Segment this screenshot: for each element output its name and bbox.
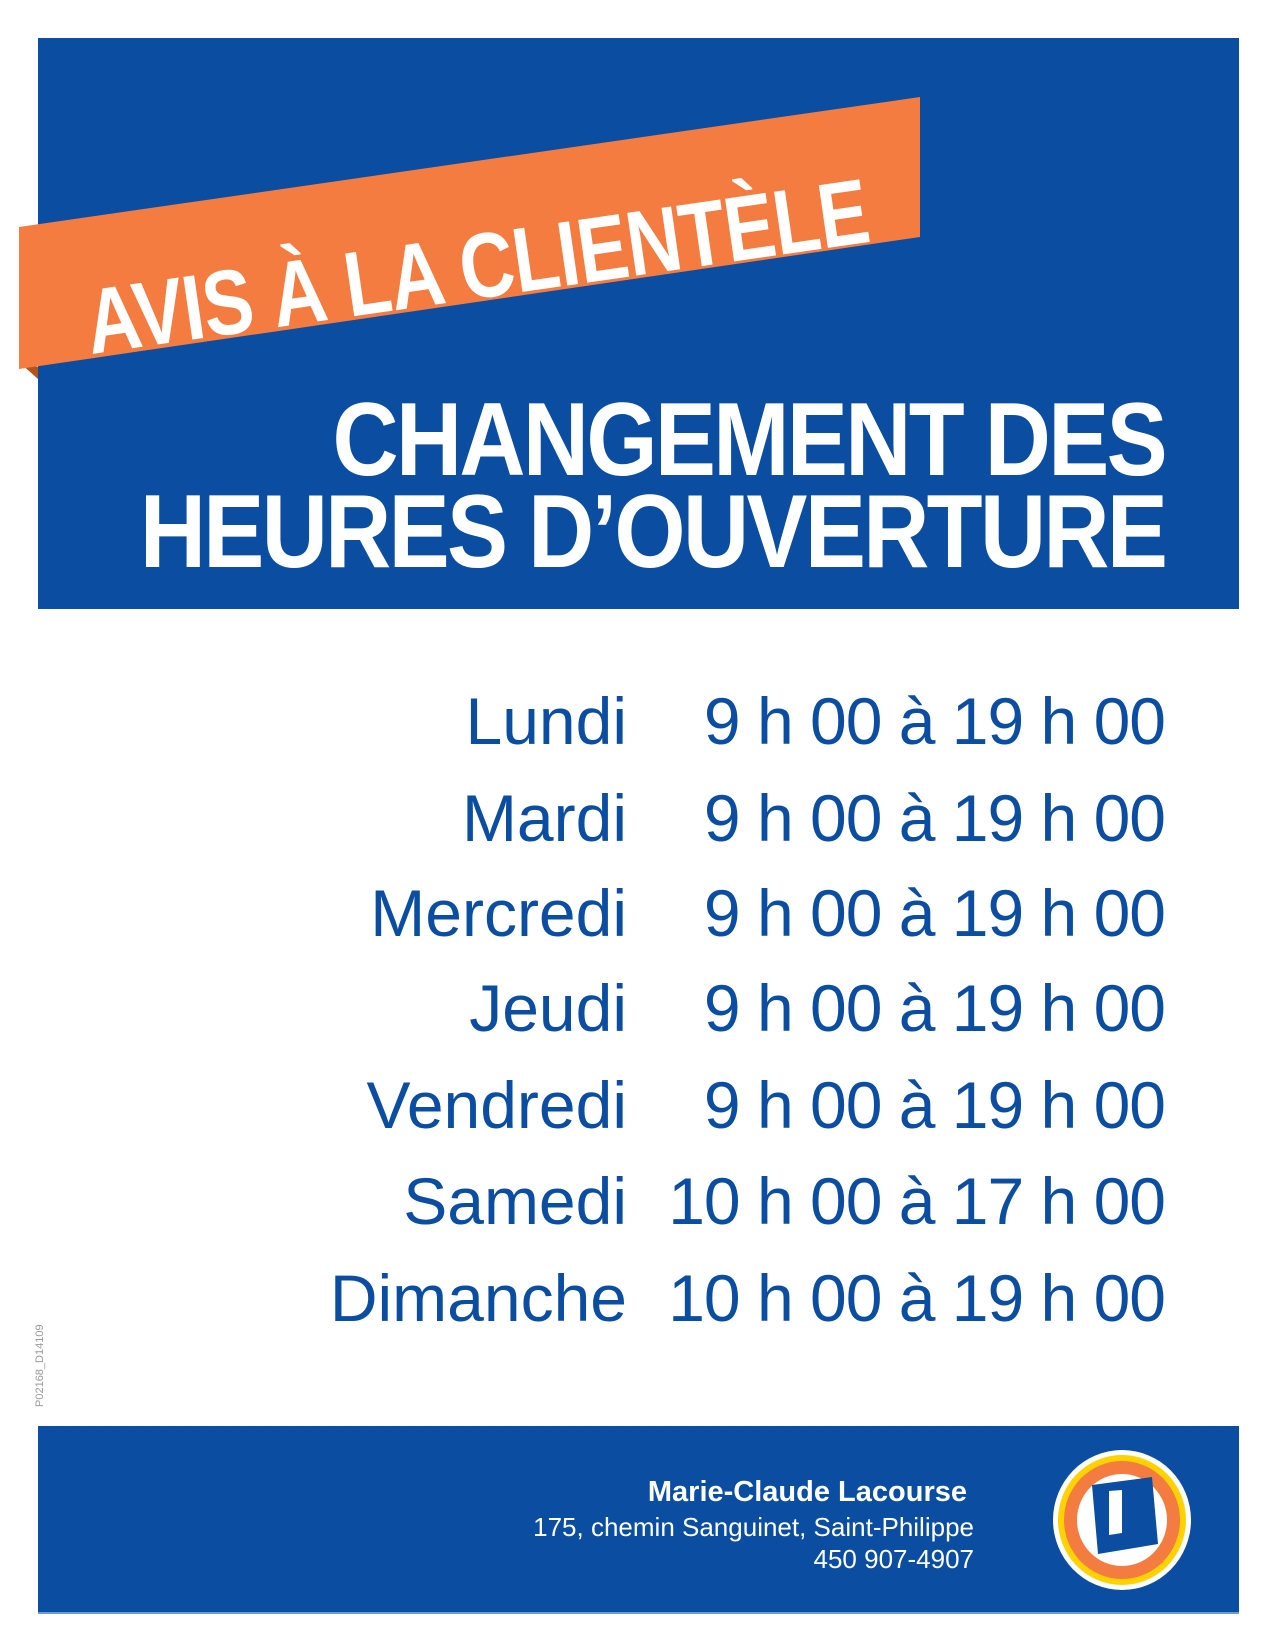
hours-value: 10 h 00 à 17 h 00 bbox=[668, 1164, 1166, 1238]
day-label: Lundi bbox=[465, 684, 628, 758]
schedule-row: Lundi 9 h 00 à 19 h 00 bbox=[0, 683, 1275, 763]
store-phone: 450 907-4907 bbox=[813, 1544, 974, 1574]
schedule-row: Samedi 10 h 00 à 17 h 00 bbox=[0, 1163, 1275, 1243]
schedule-row: Mardi 9 h 00 à 19 h 00 bbox=[0, 780, 1275, 860]
page-title-line-2: HEURES D’OUVERTURE bbox=[139, 474, 1168, 590]
day-label: Jeudi bbox=[469, 971, 627, 1045]
day-label: Mardi bbox=[461, 781, 627, 855]
hours-value: 9 h 00 à 19 h 00 bbox=[703, 781, 1166, 855]
hours-value: 9 h 00 à 19 h 00 bbox=[703, 1068, 1166, 1142]
day-label: Vendredi bbox=[366, 1068, 627, 1142]
store-owner-name: Marie-Claude Lacourse bbox=[647, 1476, 967, 1508]
footer-panel: Marie-Claude Lacourse 175, chemin Sangui… bbox=[38, 1426, 1239, 1614]
day-label: Samedi bbox=[403, 1164, 627, 1238]
uniprix-u-logo-icon bbox=[1053, 1450, 1191, 1590]
schedule-row: Vendredi 9 h 00 à 19 h 00 bbox=[0, 1067, 1275, 1147]
schedule-row: Mercredi 9 h 00 à 19 h 00 bbox=[0, 875, 1275, 955]
hours-value: 10 h 00 à 19 h 00 bbox=[668, 1261, 1166, 1335]
day-label: Mercredi bbox=[370, 876, 627, 950]
ribbon-shape bbox=[19, 97, 920, 379]
hours-value: 9 h 00 à 19 h 00 bbox=[703, 684, 1166, 758]
page-title-line-1: CHANGEMENT DES bbox=[332, 382, 1167, 498]
store-address: 175, chemin Sanguinet, Saint-Philippe bbox=[533, 1512, 974, 1542]
hours-value: 9 h 00 à 19 h 00 bbox=[703, 971, 1166, 1045]
schedule-row: Jeudi 9 h 00 à 19 h 00 bbox=[0, 970, 1275, 1050]
day-label: Dimanche bbox=[329, 1261, 627, 1335]
hours-value: 9 h 00 à 19 h 00 bbox=[703, 876, 1166, 950]
schedule-row: Dimanche 10 h 00 à 19 h 00 bbox=[0, 1260, 1275, 1340]
document-code: P02168_D14109 bbox=[34, 1324, 46, 1407]
notice-ribbon: AVIS À LA CLIENTÈLE bbox=[19, 97, 920, 387]
